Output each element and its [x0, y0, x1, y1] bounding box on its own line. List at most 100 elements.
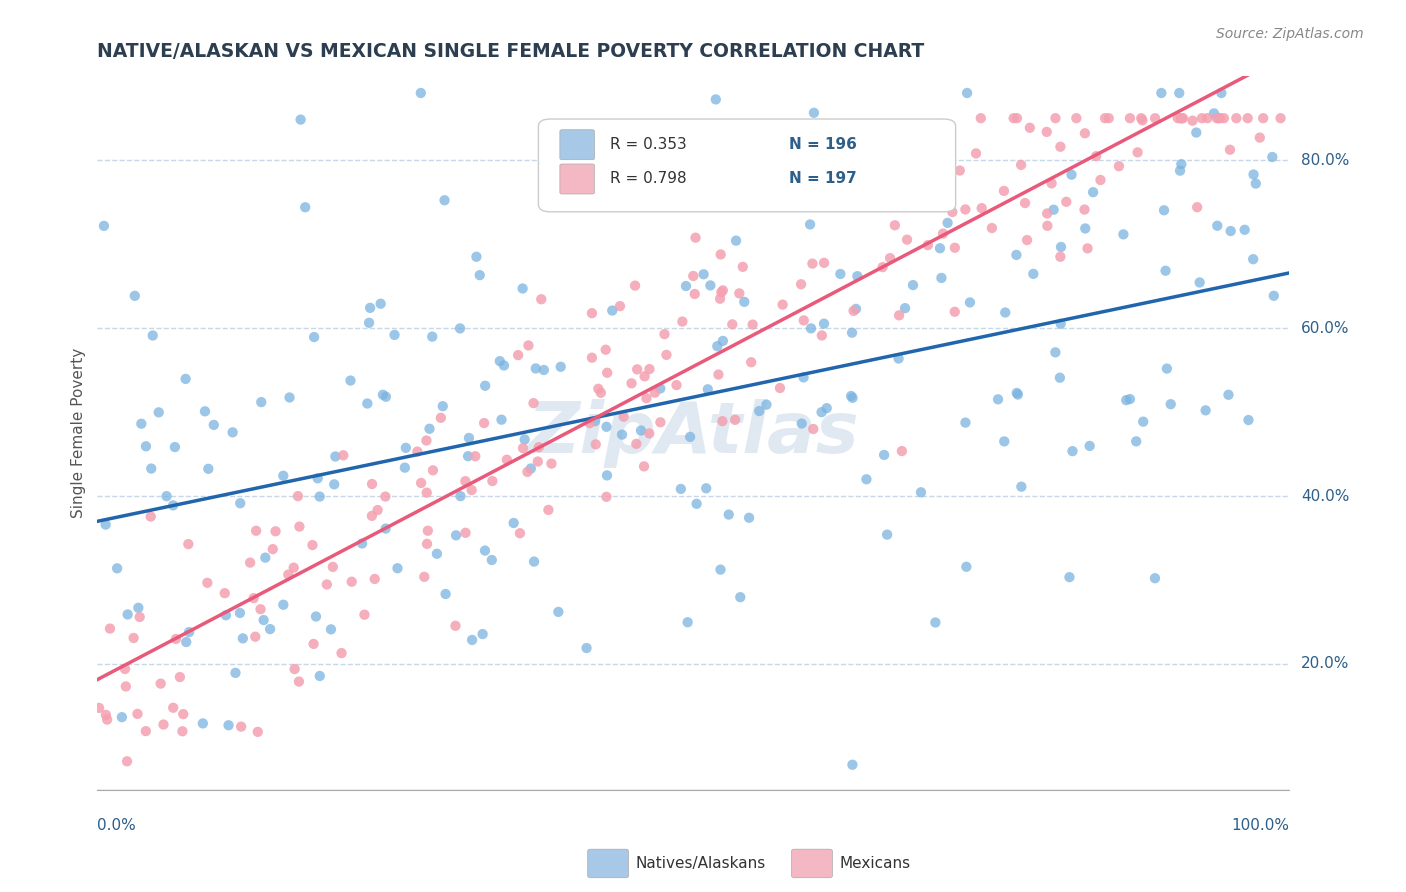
Point [589, 385, 612, 400]
Point [245, 524, 267, 538]
Point [1209, 111, 1232, 125]
Point [655, 348, 678, 362]
Point [415, 434, 437, 448]
Point [172, 724, 194, 739]
Point [93, 219, 115, 233]
FancyBboxPatch shape [538, 119, 956, 211]
Point [1045, 345, 1067, 359]
Text: 20.0%: 20.0% [1302, 657, 1350, 672]
Point [432, 399, 454, 413]
Point [1014, 196, 1036, 211]
Point [139, 509, 162, 524]
Point [1244, 177, 1267, 191]
Point [636, 391, 658, 405]
Point [105, 561, 128, 575]
Point [970, 111, 993, 125]
Point [454, 474, 477, 488]
Point [1119, 111, 1142, 125]
Point [1126, 145, 1149, 160]
Point [1007, 387, 1029, 401]
Point [162, 700, 184, 714]
Point [578, 416, 600, 430]
Point [322, 560, 344, 574]
Point [1208, 111, 1230, 125]
Point [633, 369, 655, 384]
Point [630, 424, 652, 438]
Point [1050, 240, 1073, 254]
Point [588, 382, 610, 396]
Point [394, 460, 416, 475]
Point [253, 613, 276, 627]
Point [1185, 200, 1208, 214]
Point [361, 477, 384, 491]
Point [993, 434, 1015, 449]
Point [411, 475, 433, 490]
Text: R = 0.798: R = 0.798 [610, 170, 686, 186]
Point [434, 587, 457, 601]
Point [359, 301, 381, 315]
Point [748, 404, 770, 418]
Point [128, 610, 150, 624]
Point [799, 218, 821, 232]
Point [472, 416, 495, 430]
Point [1153, 203, 1175, 218]
Point [741, 318, 763, 332]
Point [283, 560, 305, 574]
Point [1206, 219, 1229, 233]
Point [254, 550, 277, 565]
Point [943, 241, 966, 255]
Point [772, 297, 794, 311]
Point [650, 415, 672, 429]
Point [152, 717, 174, 731]
Point [540, 457, 562, 471]
Point [339, 374, 361, 388]
Point [319, 623, 342, 637]
Point [364, 572, 387, 586]
Point [1035, 125, 1057, 139]
Point [524, 361, 547, 376]
Point [277, 567, 299, 582]
Point [738, 510, 761, 524]
Point [513, 433, 536, 447]
Point [492, 359, 515, 373]
Point [273, 598, 295, 612]
Point [1005, 386, 1028, 401]
Point [894, 301, 917, 315]
Point [959, 295, 981, 310]
Point [1168, 86, 1191, 100]
Point [1108, 159, 1130, 173]
Point [460, 483, 482, 497]
Point [581, 351, 603, 365]
Point [936, 216, 959, 230]
Point [706, 339, 728, 353]
Point [1049, 317, 1071, 331]
Point [941, 205, 963, 219]
Point [1119, 392, 1142, 406]
Point [218, 718, 240, 732]
Point [955, 559, 977, 574]
Point [699, 278, 721, 293]
Point [1167, 111, 1189, 125]
Point [250, 395, 273, 409]
Point [124, 289, 146, 303]
Point [96, 713, 118, 727]
Point [1066, 111, 1088, 125]
Point [1211, 86, 1233, 100]
Point [1040, 177, 1063, 191]
Point [709, 563, 731, 577]
Point [1049, 370, 1071, 384]
Point [600, 303, 623, 318]
Point [846, 269, 869, 284]
Point [142, 328, 165, 343]
Point [288, 519, 311, 533]
Point [307, 471, 329, 485]
Point [724, 234, 747, 248]
Point [533, 363, 555, 377]
Point [728, 286, 751, 301]
Point [284, 662, 307, 676]
Point [1170, 111, 1192, 125]
Point [1144, 111, 1167, 125]
Point [87, 701, 110, 715]
Point [710, 285, 733, 300]
Point [1237, 413, 1260, 427]
